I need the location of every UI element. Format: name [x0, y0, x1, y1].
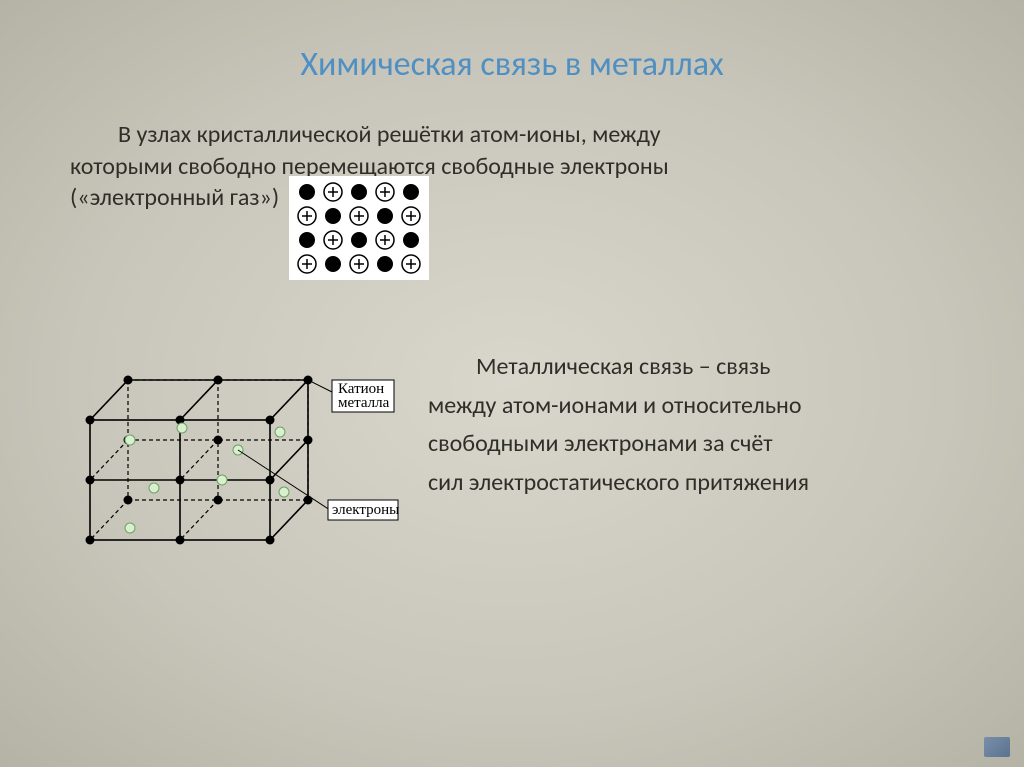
electron-gas-diagram [289, 176, 429, 280]
corner-decoration-icon [984, 737, 1010, 757]
cation-label-2: металла [338, 395, 390, 411]
intro-text-line2: которыми свободно перемещаются свободные… [70, 151, 954, 183]
lattice-diagram: Катион металла электроны [70, 362, 400, 597]
def-line2: между атом-ионами и относительно [428, 387, 809, 425]
slide-title: Химическая связь в металлах [70, 44, 954, 85]
intro-text-line3: («электронный газ») [70, 182, 279, 214]
definition-block: Металлическая связь – связь между атом-и… [428, 348, 809, 502]
slide: Химическая связь в металлах В узлах крис… [0, 0, 1024, 767]
intro-block: В узлах кристаллической решётки атом-ион… [70, 119, 954, 280]
def-line1: Металлическая связь – связь [428, 348, 809, 386]
electrons-label: электроны [332, 502, 399, 518]
intro-text-line1: В узлах кристаллической решётки атом-ион… [70, 119, 954, 151]
def-line3: свободными электронами за счёт [428, 425, 809, 463]
lower-row: Катион металла электроны Металлическая с… [70, 362, 954, 597]
def-line4: сил электростатического притяжения [428, 464, 809, 502]
